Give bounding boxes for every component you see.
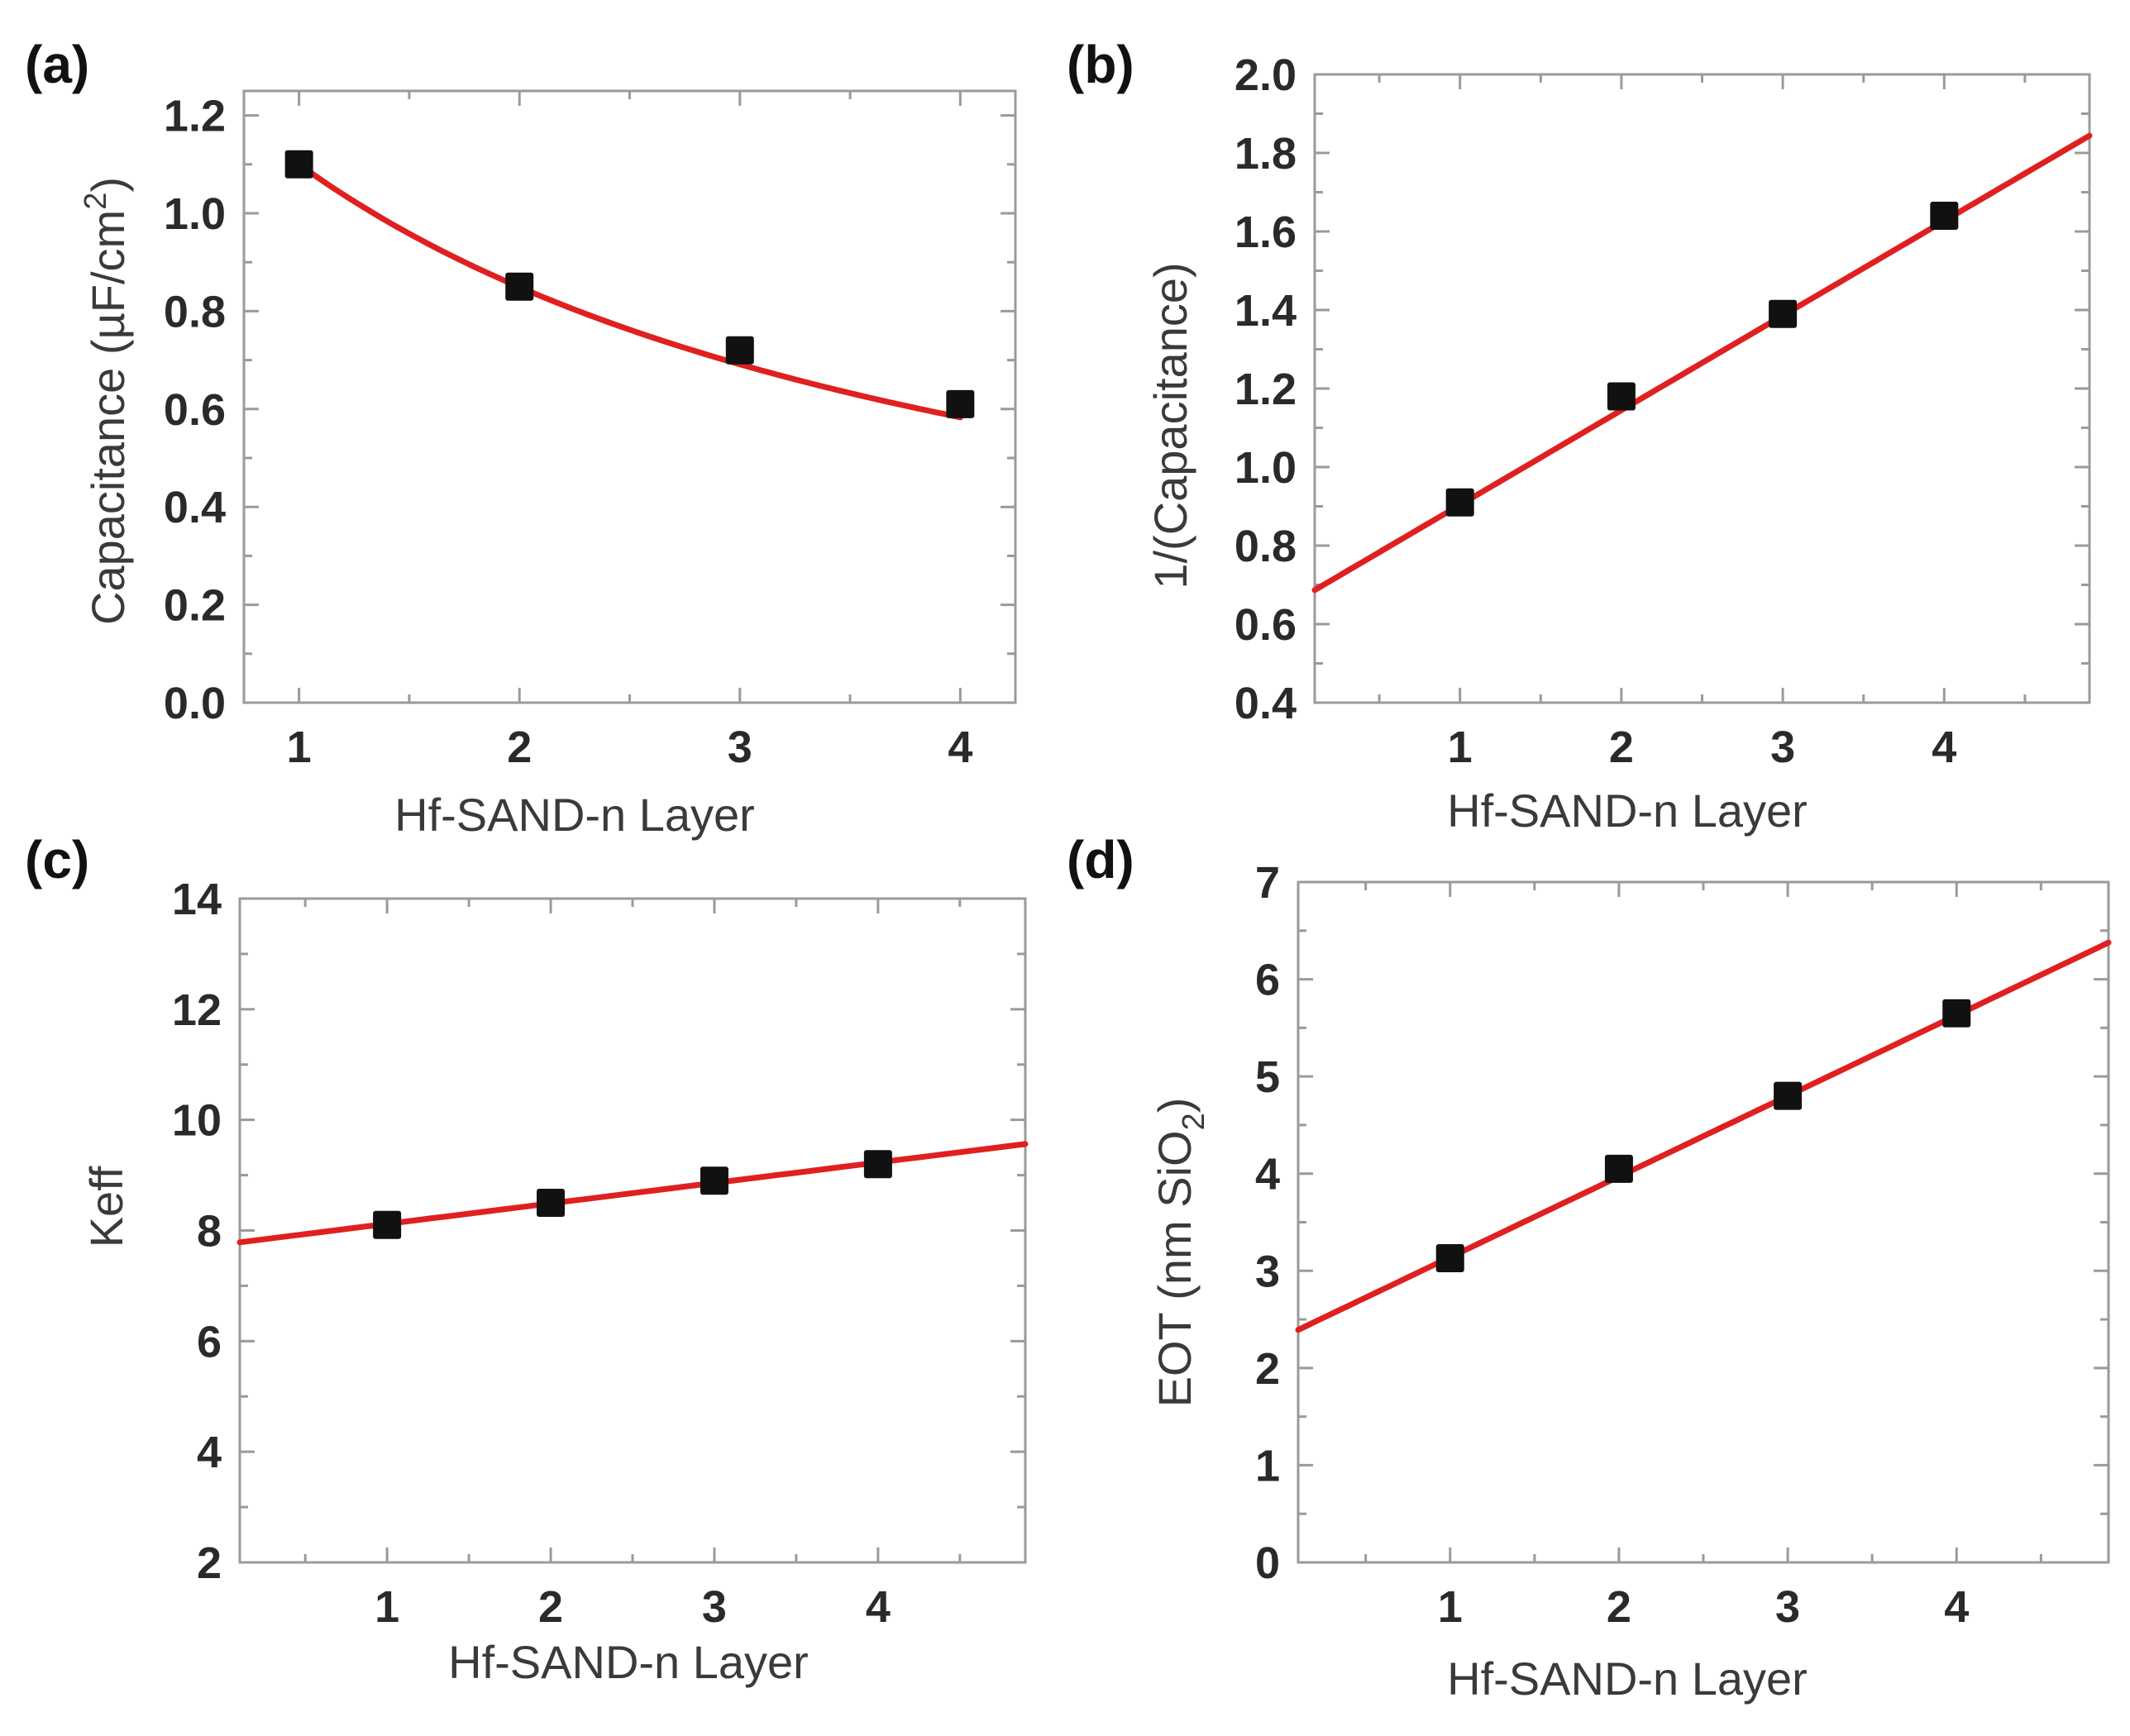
data-point-a bbox=[284, 150, 313, 179]
y-tick-label-d: 3 bbox=[1255, 1247, 1280, 1296]
y-tick-label-b: 1.8 bbox=[1235, 129, 1297, 179]
x-tick-label-d: 2 bbox=[1607, 1582, 1631, 1632]
y-tick-label-a: 0.6 bbox=[164, 385, 226, 435]
x-tick-label-b: 2 bbox=[1609, 723, 1634, 772]
y-tick-label-b: 0.8 bbox=[1235, 522, 1297, 571]
data-point-d bbox=[1774, 1081, 1803, 1110]
panel-c: (c) Keff Hf-SAND-n Layer bbox=[25, 830, 809, 1688]
data-point-a bbox=[946, 389, 975, 418]
y-tick-label-b: 1.0 bbox=[1235, 443, 1297, 493]
x-axis-title-d: Hf-SAND-n Layer bbox=[1447, 1653, 1808, 1705]
x-axis-title-c: Hf-SAND-n Layer bbox=[448, 1636, 809, 1688]
data-point-d bbox=[1604, 1154, 1633, 1183]
x-tick-label-b: 1 bbox=[1448, 723, 1473, 772]
data-point-b bbox=[1769, 299, 1798, 328]
x-tick-label-a: 1 bbox=[287, 723, 312, 772]
y-tick-label-a: 0.2 bbox=[164, 581, 226, 631]
y-tick-label-a: 1.2 bbox=[164, 92, 226, 141]
panel-d: (d) EOT (nm SiO2) Hf-SAND-n Layer bbox=[1067, 830, 1808, 1705]
data-point-a bbox=[725, 336, 754, 365]
y-tick-label-c: 8 bbox=[197, 1207, 222, 1257]
y-tick-label-b: 1.2 bbox=[1235, 365, 1297, 414]
y-tick-label-a: 0.0 bbox=[164, 679, 226, 728]
data-point-b bbox=[1930, 202, 1959, 230]
y-tick-label-b: 0.4 bbox=[1235, 679, 1297, 728]
data-point-c bbox=[373, 1210, 402, 1239]
y-tick-label-b: 1.4 bbox=[1235, 286, 1297, 336]
y-axis-title-a-sup: 2 bbox=[79, 193, 113, 210]
fit-line-d bbox=[1295, 939, 2112, 1333]
y-axis-title-d-main: EOT (nm SiO bbox=[1149, 1130, 1201, 1407]
data-point-b bbox=[1445, 488, 1474, 517]
x-axis-title-b: Hf-SAND-n Layer bbox=[1447, 785, 1808, 837]
plot-frame-d bbox=[1297, 880, 2110, 1564]
x-tick-label-a: 2 bbox=[507, 723, 532, 772]
y-tick-label-a: 1.0 bbox=[164, 189, 226, 239]
y-axis-title-a-main: Capacitance (µF/cm bbox=[82, 210, 134, 625]
y-tick-label-b: 1.6 bbox=[1235, 207, 1297, 257]
y-tick-label-d: 0 bbox=[1255, 1538, 1280, 1588]
fit-line-b bbox=[1311, 132, 2093, 594]
x-tick-label-b: 4 bbox=[1932, 723, 1956, 772]
y-tick-label-c: 4 bbox=[197, 1428, 222, 1477]
y-tick-label-d: 1 bbox=[1255, 1441, 1280, 1490]
plot-d: 0 1 2 3 4 5 6 7 1 2 3 4 bbox=[1255, 858, 2112, 1632]
x-tick-label-a: 4 bbox=[948, 723, 972, 772]
y-tick-label-d: 7 bbox=[1255, 858, 1280, 908]
y-tick-label-c: 6 bbox=[197, 1317, 222, 1366]
y-tick-label-d: 2 bbox=[1255, 1344, 1280, 1394]
plot-b: 0.4 0.6 0.8 1.0 1.2 1.4 1.6 1.8 2.0 1 2 3 4 bbox=[1235, 50, 2093, 772]
data-point-d bbox=[1435, 1244, 1464, 1273]
x-tick-label-c: 3 bbox=[702, 1582, 727, 1632]
fit-line-c bbox=[236, 1141, 1029, 1246]
y-tick-label-c: 2 bbox=[197, 1538, 222, 1588]
y-tick-label-d: 4 bbox=[1255, 1150, 1280, 1199]
panel-a: (a) Capacitance (µF/cm2) Hf-SAND-n Layer bbox=[25, 35, 755, 841]
y-tick-label-d: 6 bbox=[1255, 956, 1280, 1005]
y-tick-label-c: 12 bbox=[172, 985, 222, 1035]
plot-frame-b bbox=[1313, 73, 2091, 704]
y-tick-label-b: 0.6 bbox=[1235, 600, 1297, 650]
panel-label-c: (c) bbox=[25, 830, 89, 889]
y-axis-title-d: EOT (nm SiO2) bbox=[1149, 1098, 1211, 1408]
panel-b: (b) 1/(Capacitance) Hf-SAND-n Layer bbox=[1067, 35, 1808, 837]
y-axis-title-d-end: ) bbox=[1149, 1098, 1201, 1114]
y-tick-label-c: 14 bbox=[172, 875, 222, 924]
panel-label-b: (b) bbox=[1067, 35, 1134, 94]
plot-areas: 0.00.20.40.60.81.01.21 2 3 40.40.60.81.01.2… bbox=[164, 50, 2112, 1632]
data-point-c bbox=[863, 1150, 892, 1179]
x-tick-label-c: 2 bbox=[538, 1582, 563, 1632]
x-tick-label-d: 3 bbox=[1775, 1582, 1800, 1632]
data-point-a bbox=[505, 272, 534, 301]
x-tick-label-d: 4 bbox=[1944, 1582, 1969, 1632]
fit-line-a bbox=[296, 161, 963, 421]
x-axis-title-a: Hf-SAND-n Layer bbox=[394, 789, 755, 841]
y-axis-title-c: Keff bbox=[80, 1166, 132, 1247]
y-axis-title-d-sub: 2 bbox=[1177, 1113, 1211, 1130]
y-tick-label-a: 0.4 bbox=[164, 483, 226, 532]
x-tick-label-a: 3 bbox=[728, 723, 752, 772]
x-tick-label-c: 1 bbox=[375, 1582, 399, 1632]
x-tick-label-c: 4 bbox=[866, 1582, 891, 1632]
panel-label-d: (d) bbox=[1067, 830, 1134, 889]
data-point-d bbox=[1942, 999, 1971, 1028]
plot-frame-a bbox=[242, 89, 1017, 704]
y-axis-title-a-end: ) bbox=[82, 177, 134, 193]
y-tick-label-a: 0.8 bbox=[164, 287, 226, 336]
x-tick-label-b: 3 bbox=[1770, 723, 1795, 772]
data-point-c bbox=[537, 1189, 566, 1218]
data-point-b bbox=[1607, 382, 1636, 411]
y-axis-title-b: 1/(Capacitance) bbox=[1144, 262, 1196, 589]
y-tick-label-d: 5 bbox=[1255, 1052, 1280, 1102]
x-tick-label-d: 1 bbox=[1438, 1582, 1463, 1632]
y-tick-label-b: 2.0 bbox=[1235, 50, 1297, 100]
y-tick-label-c: 10 bbox=[172, 1096, 222, 1146]
plot-a: 0.0 0.2 0.4 0.6 0.8 1.0 1.2 1 2 3 4 bbox=[164, 89, 1017, 772]
plot-frame-c bbox=[238, 897, 1027, 1564]
data-point-c bbox=[700, 1166, 728, 1195]
y-axis-title-a: Capacitance (µF/cm2) bbox=[79, 177, 134, 625]
panel-label-a: (a) bbox=[25, 35, 89, 94]
